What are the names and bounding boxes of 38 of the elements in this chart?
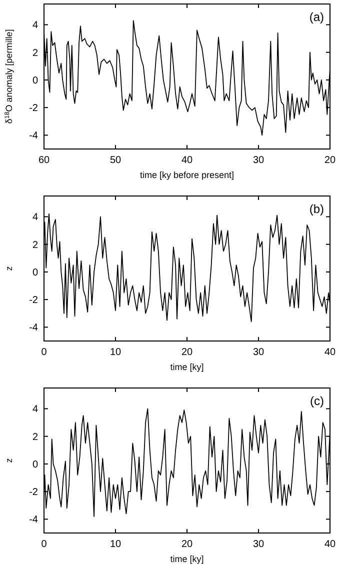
y-tick-label: -2 — [29, 295, 38, 306]
x-axis-title: time [ky] — [170, 362, 204, 372]
x-tick-label: 0 — [41, 347, 48, 358]
y-tick-label: 4 — [32, 212, 38, 224]
x-tick-label: 20 — [181, 347, 193, 358]
x-tick-label: 50 — [110, 155, 122, 166]
y-tick-label: 0 — [32, 267, 38, 278]
y-tick-label: -2 — [29, 487, 38, 498]
x-tick-label: 40 — [181, 155, 193, 166]
x-tick-label: 30 — [252, 347, 264, 358]
x-tick-label: 60 — [38, 155, 50, 166]
x-tick-label: 30 — [252, 539, 264, 550]
y-tick-label: 2 — [32, 48, 38, 59]
y-tick-label: 4 — [32, 20, 38, 32]
y-tick-label: -4 — [29, 514, 38, 526]
annotation: (b) — [309, 202, 324, 216]
annotation: (a) — [309, 10, 324, 24]
y-tick-label: 2 — [32, 240, 38, 251]
y-tick-label: 0 — [32, 75, 38, 86]
y-tick-label: -2 — [29, 103, 38, 114]
x-tick-label: 30 — [252, 155, 264, 166]
y-tick-label: 4 — [32, 404, 38, 416]
y-tick-label: 2 — [32, 432, 38, 443]
x-tick-label: 40 — [324, 539, 336, 550]
y-tick-label: 0 — [32, 459, 38, 470]
y-axis-title: z — [4, 266, 14, 271]
annotation: (c) — [310, 394, 324, 408]
y-axis-title: z — [4, 458, 14, 463]
x-axis-title: time [ky before present] — [140, 170, 234, 180]
x-axis-title: time [ky] — [170, 554, 204, 564]
y-tick-label: -4 — [29, 322, 38, 334]
x-tick-label: 10 — [110, 539, 122, 550]
x-tick-label: 40 — [324, 347, 336, 358]
x-tick-label: 20 — [324, 155, 336, 166]
y-tick-label: -4 — [29, 130, 38, 142]
x-tick-label: 10 — [110, 347, 122, 358]
x-tick-label: 0 — [41, 539, 48, 550]
x-tick-label: 20 — [181, 539, 193, 550]
